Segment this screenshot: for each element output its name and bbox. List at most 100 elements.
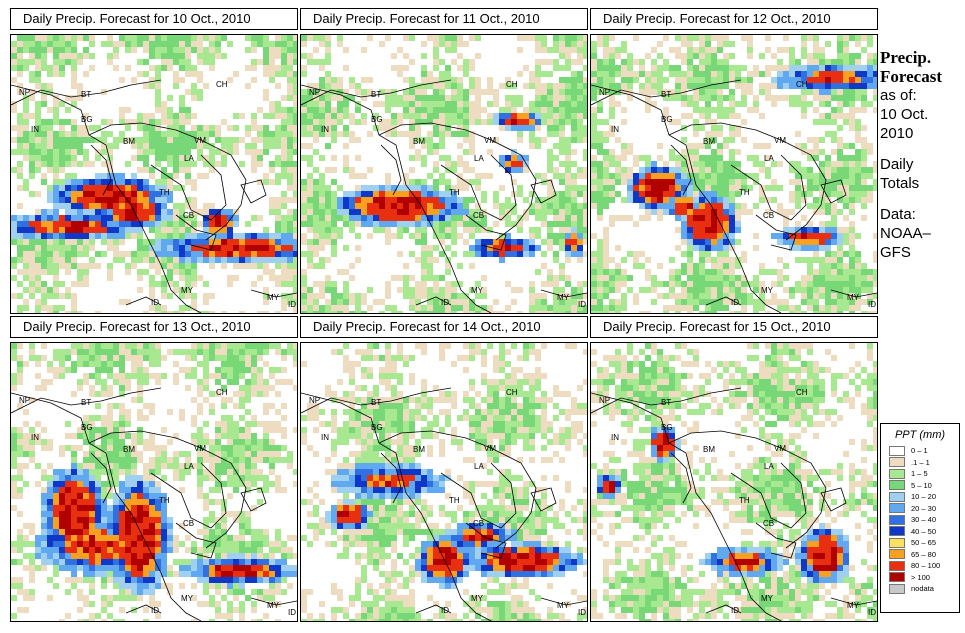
country-code-label: MY xyxy=(557,601,570,610)
country-code-label: ID xyxy=(868,300,876,309)
legend-title: PPT (mm) xyxy=(894,429,946,441)
country-code-label: MY xyxy=(471,286,484,295)
legend-swatch xyxy=(889,468,905,479)
legend-label: 5 – 10 xyxy=(911,480,932,490)
legend-item: 30 – 40 xyxy=(889,514,959,526)
legend-swatch xyxy=(889,526,905,537)
panel-title: Daily Precip. Forecast for 11 Oct., 2010 xyxy=(300,8,588,30)
legend-item: 20 – 30 xyxy=(889,503,959,515)
precip-map: NP BT CH IN BG BM VM LA TH CB MY ID MY ID xyxy=(300,34,588,314)
country-code-label: MY xyxy=(471,594,484,603)
country-code-label: MY xyxy=(267,601,280,610)
country-code-label: IN xyxy=(31,125,39,134)
forecast-panel: Daily Precip. Forecast for 11 Oct., 2010… xyxy=(300,8,590,314)
country-code-label: BG xyxy=(661,423,673,432)
panel-title: Daily Precip. Forecast for 14 Oct., 2010 xyxy=(300,316,588,338)
country-code-label: LA xyxy=(764,462,774,471)
forecast-panel: Daily Precip. Forecast for 14 Oct., 2010… xyxy=(300,316,590,622)
sidebar-info: Precip. Forecast as of: 10 Oct. 2010 Dai… xyxy=(880,48,960,262)
country-code-label: TH xyxy=(449,188,460,197)
country-code-label: CB xyxy=(183,519,194,528)
legend-swatch xyxy=(889,480,905,491)
country-code-label: ID xyxy=(151,298,159,307)
legend-label: 40 – 50 xyxy=(911,526,937,536)
legend-item: 80 – 100 xyxy=(889,560,959,572)
forecast-panel: Daily Precip. Forecast for 15 Oct., 2010… xyxy=(590,316,880,622)
country-code-label: CH xyxy=(506,388,518,397)
sidebar-data-2: NOAA– xyxy=(880,225,931,242)
legend-item: 65 – 80 xyxy=(889,549,959,561)
country-code-label: NP xyxy=(599,88,610,97)
precip-map: NP BT CH IN BG BM VM LA TH CB MY ID MY ID xyxy=(10,342,298,622)
country-code-label: BM xyxy=(413,137,425,146)
legend-item: 5 – 10 xyxy=(889,480,959,492)
country-code-label: MY xyxy=(761,286,774,295)
country-code-label: NP xyxy=(599,396,610,405)
legend-swatch xyxy=(889,583,905,594)
country-code-label: BT xyxy=(661,90,671,99)
country-code-label: MY xyxy=(847,293,860,302)
sidebar-title-1: Precip. xyxy=(880,48,932,67)
legend-item: 40 – 50 xyxy=(889,526,959,538)
country-code-label: VM xyxy=(194,136,206,145)
precip-map: NP BT CH IN BG BM VM LA TH CB MY ID MY ID xyxy=(10,34,298,314)
country-code-label: ID xyxy=(578,608,586,617)
country-code-label: MY xyxy=(557,293,570,302)
country-code-label: BM xyxy=(703,137,715,146)
country-code-label: MY xyxy=(761,594,774,603)
country-code-label: LA xyxy=(764,154,774,163)
sidebar-date-1: 10 Oct. xyxy=(880,106,929,123)
sidebar-data-3: GFS xyxy=(880,244,911,261)
precip-map: NP BT CH IN BG BM VM LA TH CB MY ID MY ID xyxy=(300,342,588,622)
country-code-label: ID xyxy=(288,300,296,309)
country-code-label: ID xyxy=(288,608,296,617)
country-code-label: ID xyxy=(731,606,739,615)
country-code-label: MY xyxy=(847,601,860,610)
legend-label: 65 – 80 xyxy=(911,549,937,559)
legend-item: 0 – 1 xyxy=(889,445,959,457)
panel-title: Daily Precip. Forecast for 10 Oct., 2010 xyxy=(10,8,298,30)
legend-label: 1 – 5 xyxy=(911,469,928,479)
country-code-label: CB xyxy=(183,211,194,220)
country-code-label: ID xyxy=(578,300,586,309)
legend-swatch xyxy=(889,457,905,468)
sidebar-date-2: 2010 xyxy=(880,125,914,142)
country-code-label: BM xyxy=(413,445,425,454)
country-code-label: BG xyxy=(661,115,673,124)
country-code-label: CH xyxy=(216,80,228,89)
legend-label: 80 – 100 xyxy=(911,561,941,571)
country-code-label: CH xyxy=(216,388,228,397)
country-code-label: BM xyxy=(123,137,135,146)
legend-label: nodata xyxy=(911,584,934,594)
country-code-label: IN xyxy=(611,125,619,134)
country-code-label: CB xyxy=(763,211,774,220)
country-code-label: CB xyxy=(473,519,484,528)
legend-label: .1 – 1 xyxy=(911,457,930,467)
legend-label: 0 – 1 xyxy=(911,446,928,456)
country-code-label: MY xyxy=(267,293,280,302)
precip-map: NP BT CH IN BG BM VM LA TH CB MY ID MY ID xyxy=(590,34,878,314)
legend-item: > 100 xyxy=(889,572,959,584)
country-code-label: TH xyxy=(449,496,460,505)
legend-swatch xyxy=(889,503,905,514)
country-code-label: LA xyxy=(184,154,194,163)
country-code-label: IN xyxy=(31,433,39,442)
country-code-label: NP xyxy=(309,396,320,405)
country-code-label: BG xyxy=(371,115,383,124)
country-code-label: BT xyxy=(661,398,671,407)
forecast-panel: Daily Precip. Forecast for 10 Oct., 2010… xyxy=(10,8,300,314)
country-code-label: CH xyxy=(796,80,808,89)
legend-label: 50 – 65 xyxy=(911,538,937,548)
country-code-label: ID xyxy=(441,606,449,615)
country-code-label: LA xyxy=(184,462,194,471)
country-code-label: VM xyxy=(774,136,786,145)
country-code-label: ID xyxy=(151,606,159,615)
sidebar-data-1: Data: xyxy=(880,206,916,223)
country-code-label: BG xyxy=(81,423,93,432)
country-code-label: BM xyxy=(123,445,135,454)
forecast-panel: Daily Precip. Forecast for 12 Oct., 2010… xyxy=(590,8,880,314)
panel-title: Daily Precip. Forecast for 15 Oct., 2010 xyxy=(590,316,878,338)
country-code-label: NP xyxy=(19,88,30,97)
sidebar-title-2: Forecast xyxy=(880,67,942,86)
